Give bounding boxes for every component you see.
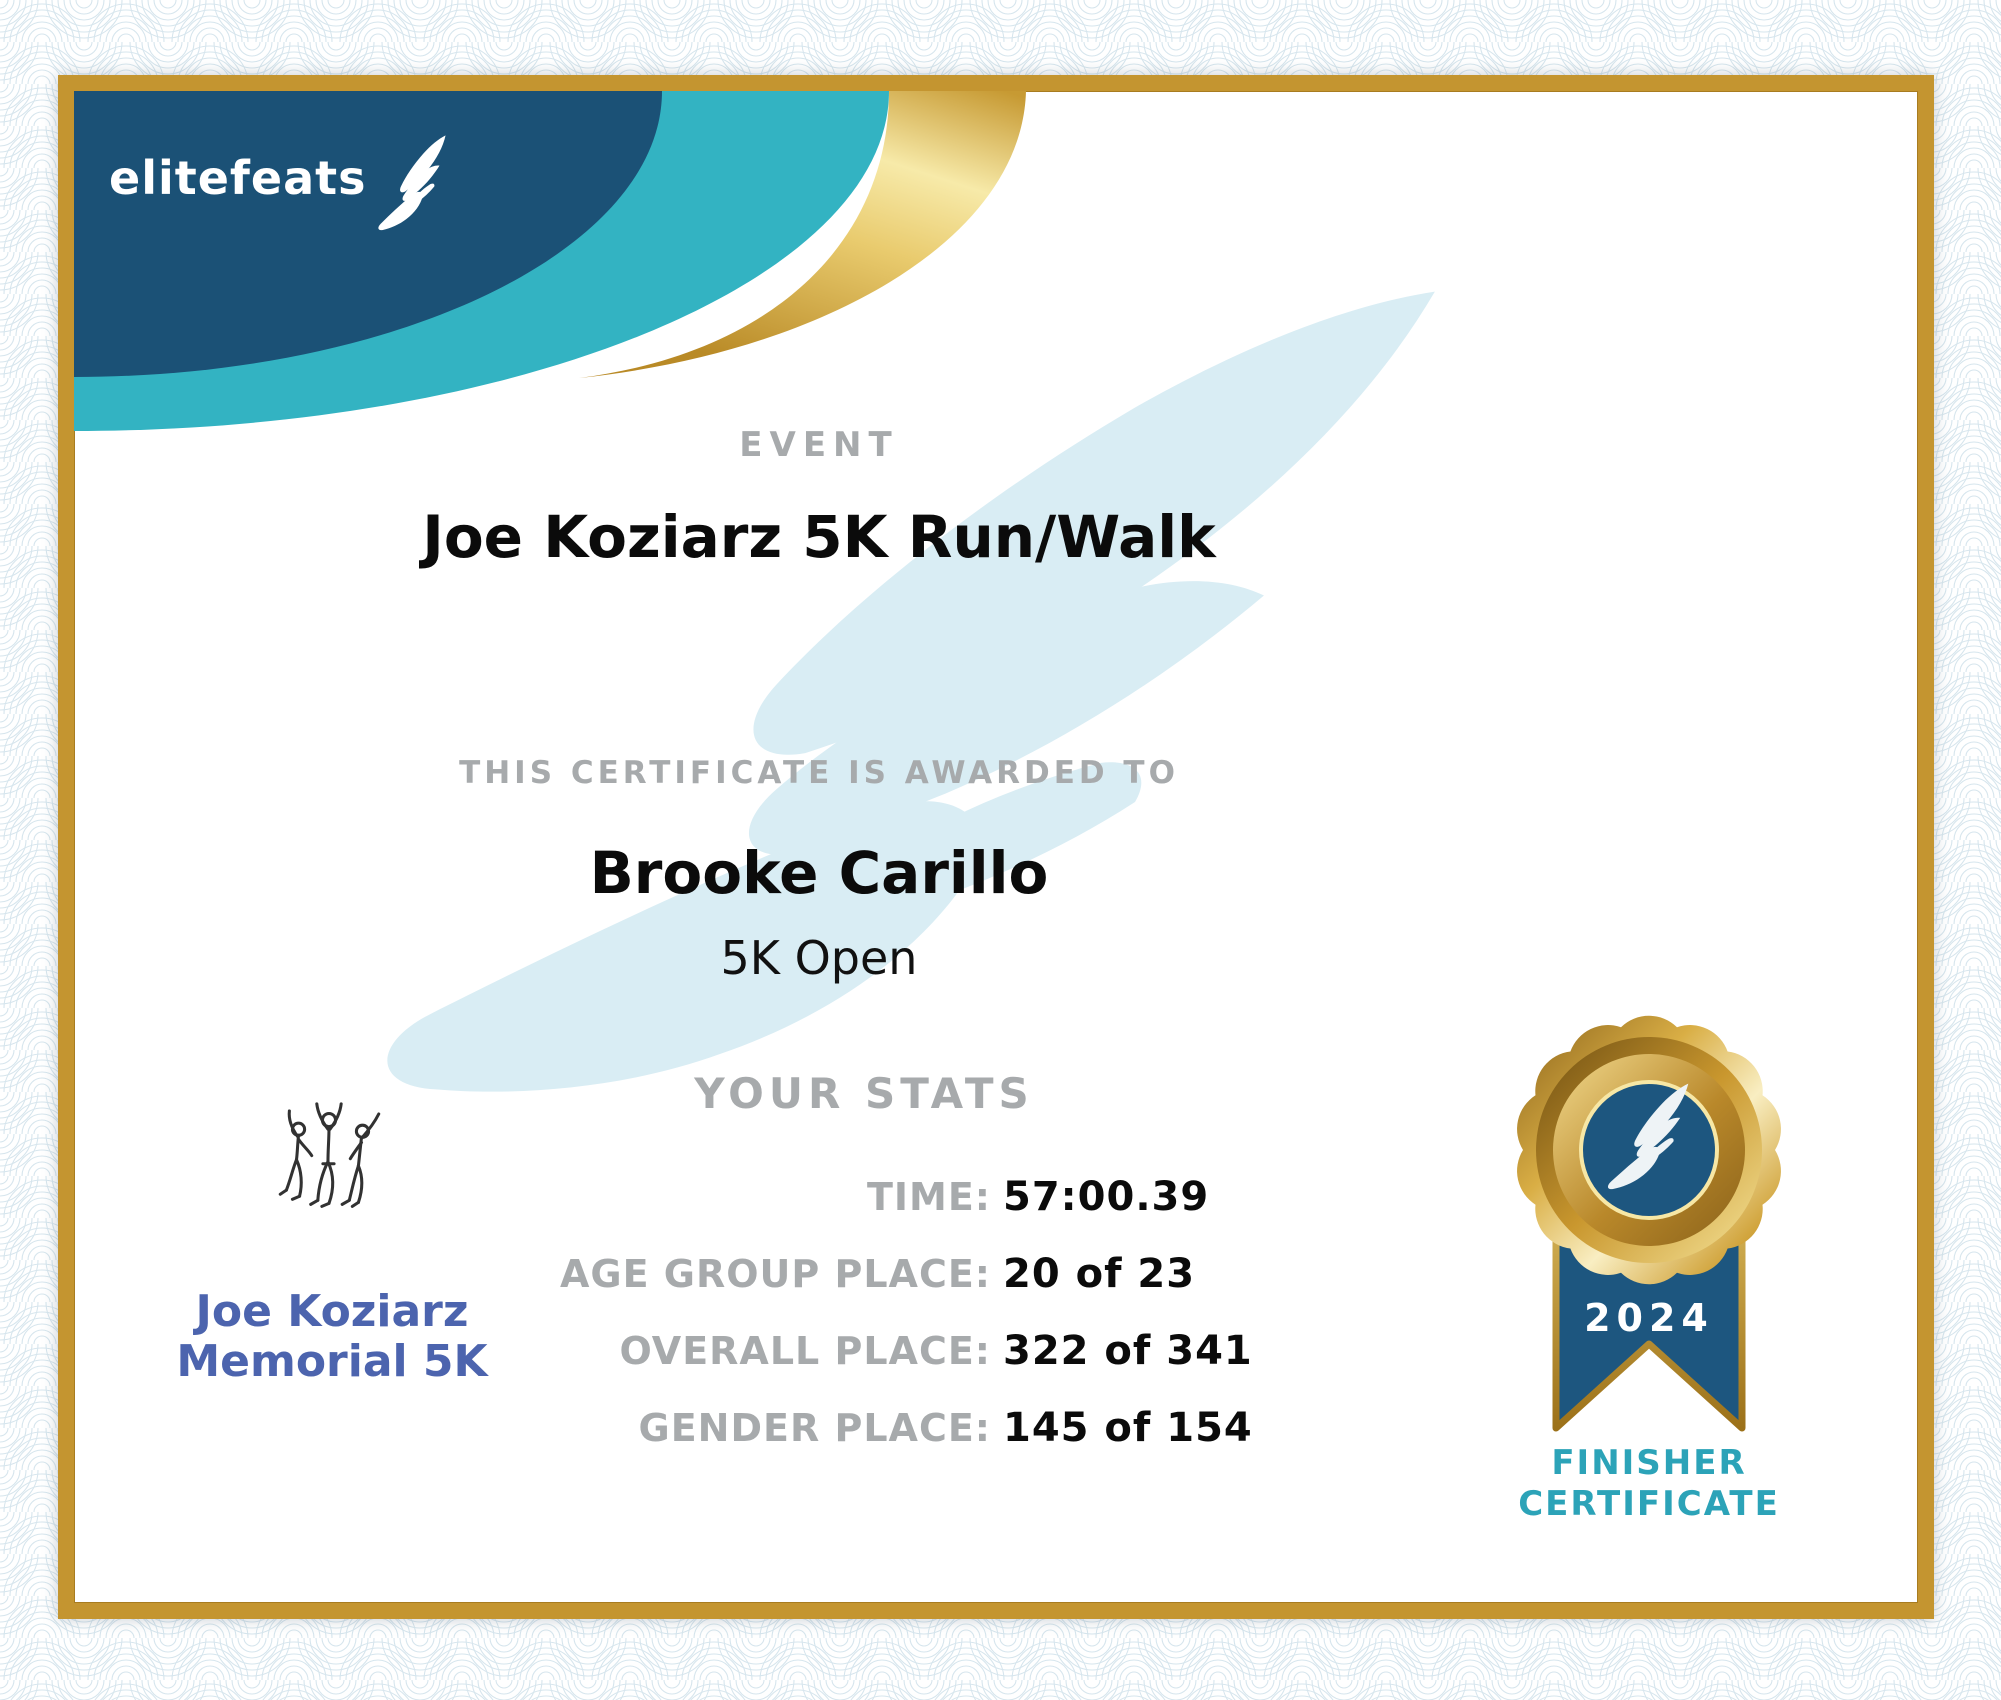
medal-caption-line1: FINISHER	[1551, 1443, 1747, 1483]
recipient-name: Brooke Carillo	[589, 839, 1049, 907]
sponsor-name-line2: Memorial 5K	[176, 1336, 488, 1387]
stat-value: 20 of 23	[1003, 1251, 1196, 1297]
stat-value: 57:00.39	[1003, 1174, 1210, 1220]
award-intro: THIS CERTIFICATE IS AWARDED TO	[459, 755, 1179, 791]
sponsor-name: Joe Koziarz Memorial 5K	[132, 1287, 532, 1387]
finisher-medal	[1517, 1015, 1781, 1432]
runners-sketch	[278, 1102, 381, 1208]
gold-swoosh-shape	[579, 91, 1026, 378]
medal-caption: FINISHER CERTIFICATE	[1454, 1443, 1844, 1525]
stat-label: TIME:	[866, 1175, 991, 1219]
stat-value: 145 of 154	[1003, 1405, 1253, 1451]
stat-label: GENDER PLACE:	[638, 1406, 991, 1450]
division-name: 5K Open	[720, 931, 918, 985]
event-name: Joe Koziarz 5K Run/Walk	[422, 503, 1216, 571]
elitefeats-logo: elitefeats	[109, 133, 461, 231]
certificate-frame: elitefeats EVENT Joe Koziarz 5K Run/Walk…	[58, 75, 1934, 1619]
winged-foot-icon	[368, 135, 455, 231]
medal-caption-line2: CERTIFICATE	[1518, 1484, 1780, 1524]
sponsor-name-line1: Joe Koziarz	[195, 1286, 469, 1337]
event-label: EVENT	[739, 425, 899, 465]
stat-value: 322 of 341	[1003, 1328, 1253, 1374]
stat-row-gender-place: GENDER PLACE: 145 of 154	[74, 1404, 1574, 1452]
elitefeats-logo-text: elitefeats	[109, 151, 367, 205]
medal-year: 2024	[1584, 1296, 1714, 1340]
stat-row-overall-place: OVERALL PLACE: 322 of 341	[74, 1327, 1574, 1375]
stat-label: OVERALL PLACE:	[619, 1329, 991, 1373]
